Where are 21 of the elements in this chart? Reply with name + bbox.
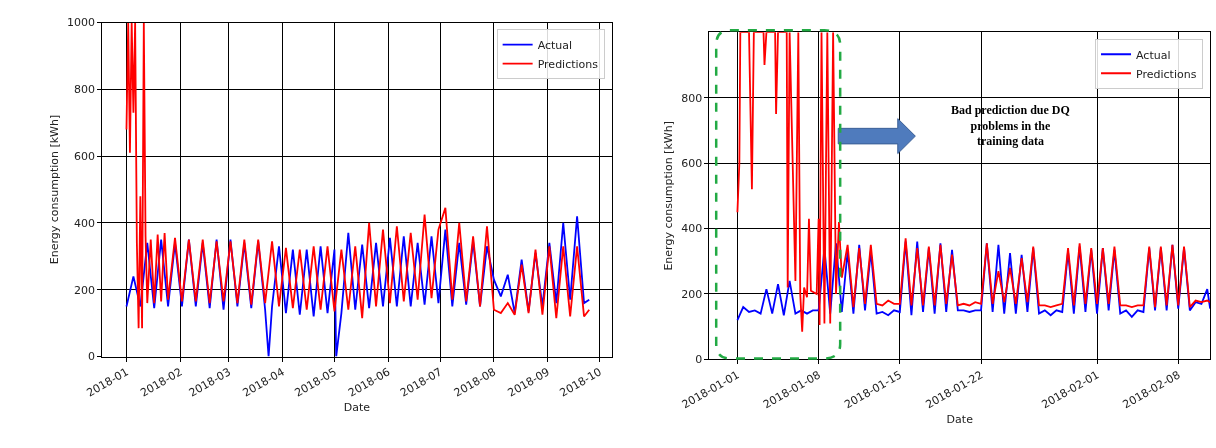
y-tick-label: 800 [681, 91, 703, 105]
y-tick-label: 600 [74, 149, 96, 163]
line-series [125, 215, 591, 357]
y-tick-label: 200 [74, 283, 96, 297]
y-tick-label: 200 [681, 287, 703, 301]
y-tick-label: 0 [88, 350, 96, 364]
legend-label: Predictions [537, 57, 599, 71]
y-tick-label: 0 [695, 353, 703, 367]
y-axis-title: Energy consumption [kWh] [661, 121, 675, 271]
y-tick-label: 600 [681, 156, 703, 170]
x-axis-title: Date [946, 412, 974, 426]
x-axis-title: Date [343, 400, 371, 414]
legend-label: Predictions [1136, 67, 1197, 81]
y-tick-label: 400 [74, 216, 96, 230]
legend-label: Actual [537, 38, 573, 52]
y-tick-label: 800 [74, 83, 96, 97]
legend-label: Actual [1136, 48, 1171, 62]
y-tick-label: 400 [681, 222, 703, 236]
y-tick-label: 1000 [67, 16, 96, 30]
line-series [736, 32, 1211, 333]
y-axis-title: Energy consumption [kWh] [47, 114, 61, 265]
